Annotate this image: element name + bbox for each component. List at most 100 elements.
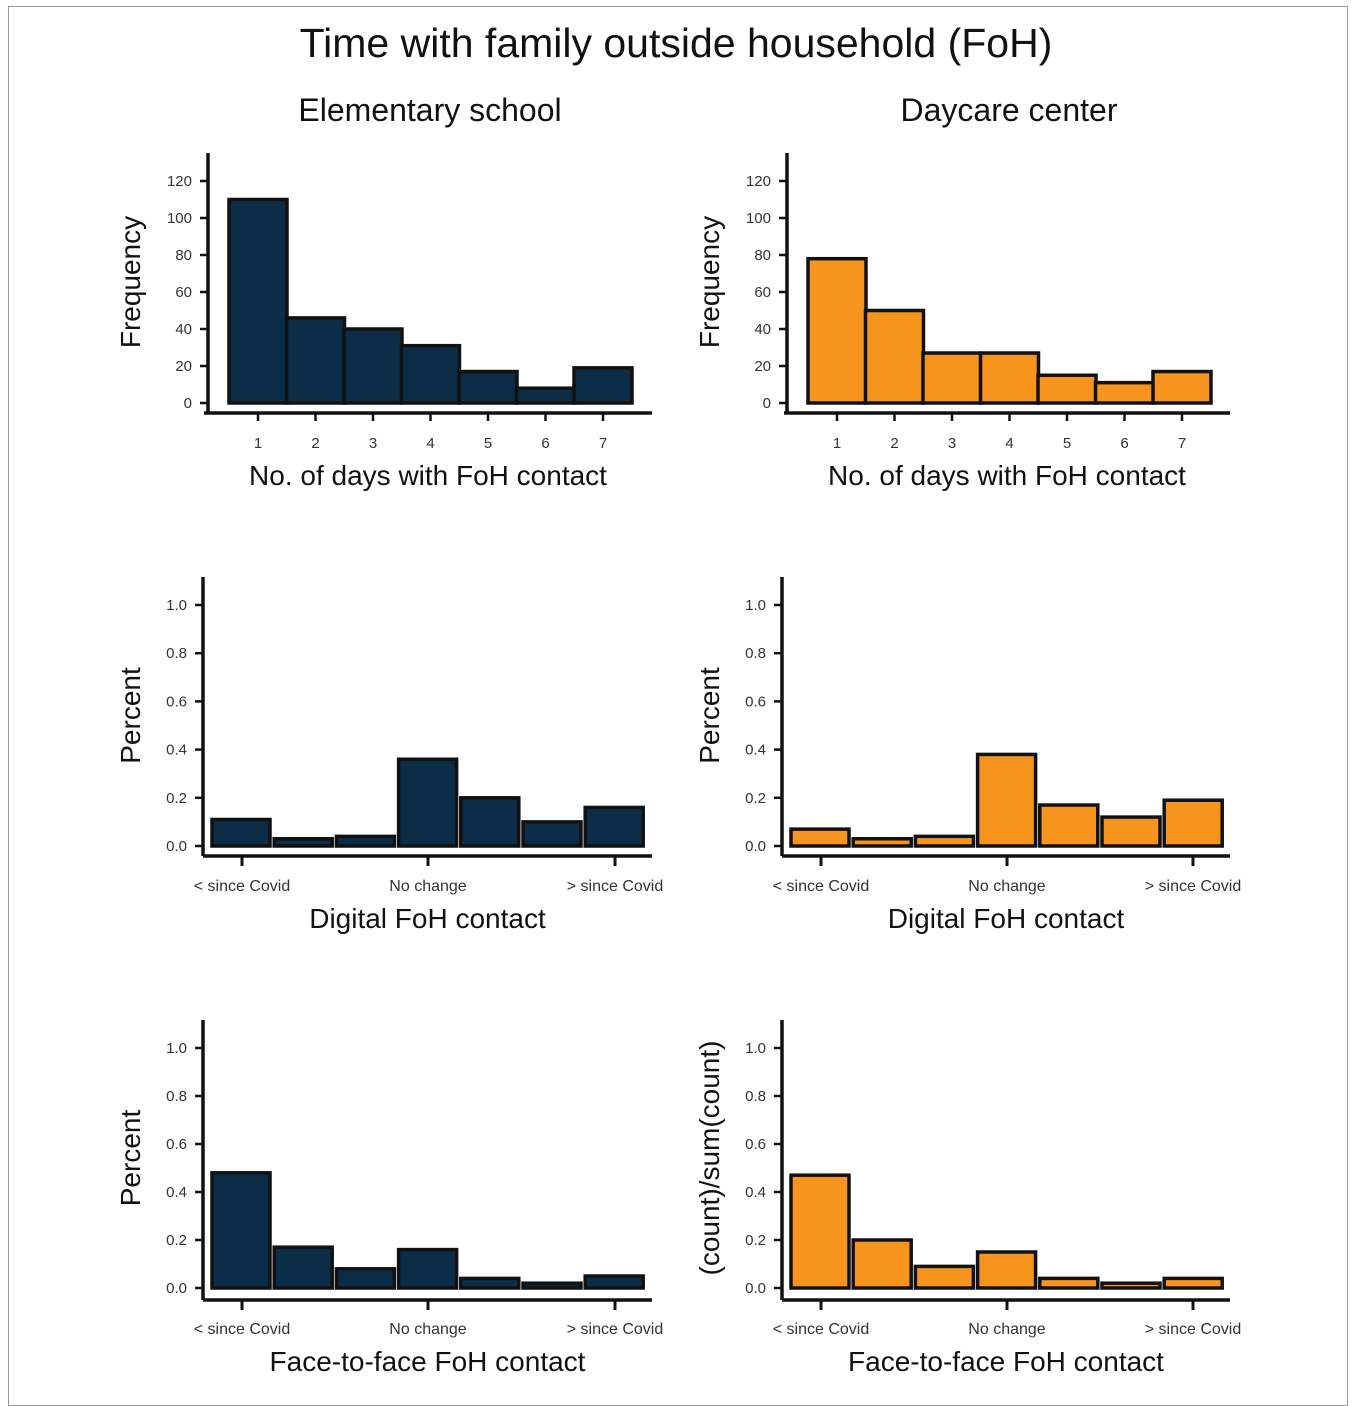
bar — [227, 197, 289, 405]
bar — [334, 834, 397, 848]
bar — [1036, 373, 1098, 405]
x-tick-label: No change — [968, 878, 1045, 895]
y-tick-label: 20 — [754, 358, 771, 375]
panel-face-daycare: 0.0 0.2 0.4 0.6 0.8 1.0 < since Covid No change… — [694, 1020, 1241, 1377]
panel-digital-elementary: 0.0 0.2 0.4 0.6 0.8 1.0 < since Covid No change… — [115, 577, 663, 934]
x-axis-title: No. of days with FoH contact — [828, 460, 1186, 491]
x-axis-title: Face-to-face FoH contact — [270, 1346, 586, 1377]
x-tick-label: 6 — [1120, 435, 1128, 452]
y-tick-label: 0.8 — [745, 645, 766, 662]
x-axis-title: Digital FoH contact — [309, 903, 546, 934]
y-tick-label: 0.2 — [745, 790, 766, 807]
bar — [210, 817, 272, 848]
y-axis-title: Frequency — [115, 216, 146, 348]
x-axis-title: No. of days with FoH contact — [249, 460, 607, 491]
x-tick-label: 3 — [948, 435, 956, 452]
x-axis-title: Digital FoH contact — [888, 903, 1125, 934]
bar — [583, 805, 645, 848]
y-tick-label: 40 — [175, 321, 192, 338]
x-tick-label: > since Covid — [1145, 1321, 1242, 1338]
bar — [521, 1281, 583, 1290]
x-tick-label: No change — [389, 878, 466, 895]
panel-days-elementary: 0 20 40 60 80 100 120 1 2 3 4 5 6 7 No. of days with F… — [115, 153, 652, 491]
column-title-daycare: Daycare center — [901, 92, 1118, 128]
panel-digital-daycare: 0.0 0.2 0.4 0.6 0.8 1.0 < since Covid No change… — [694, 577, 1241, 934]
y-axis-title: Frequency — [694, 216, 725, 348]
y-axis-title: Percent — [115, 1110, 146, 1207]
bar — [1151, 369, 1213, 405]
y-tick-label: 60 — [754, 284, 771, 301]
x-tick-label: 4 — [426, 435, 434, 452]
y-tick-label: 0.2 — [166, 1232, 187, 1249]
y-axis-title: (count)/sum(count) — [694, 1041, 725, 1276]
y-axis-title: Percent — [694, 667, 725, 764]
y-tick-label: 0.4 — [745, 1184, 766, 1201]
x-tick-label: 5 — [1063, 435, 1071, 452]
bar — [1038, 1276, 1100, 1290]
y-tick-label: 1.0 — [166, 1040, 187, 1057]
y-tick-label: 40 — [754, 321, 771, 338]
bar — [334, 1267, 397, 1290]
bar — [1162, 798, 1224, 848]
figure-title: Time with family outside household (FoH) — [300, 20, 1053, 66]
panel-face-elementary: 0.0 0.2 0.4 0.6 0.8 1.0 < since Covid No change… — [115, 1020, 663, 1377]
bar — [1038, 803, 1100, 848]
y-tick-label: 0.0 — [745, 1280, 766, 1297]
y-tick-label: 120 — [167, 173, 192, 190]
y-tick-label: 0.6 — [745, 1136, 766, 1153]
x-tick-label: < since Covid — [773, 1321, 870, 1338]
bar — [459, 796, 521, 848]
y-tick-label: 0.6 — [745, 693, 766, 710]
bar — [975, 1250, 1038, 1290]
bar — [572, 366, 634, 405]
y-tick-label: 0 — [763, 395, 771, 412]
bar — [1100, 815, 1162, 848]
bar — [272, 837, 334, 848]
x-tick-label: 2 — [890, 435, 898, 452]
bar — [913, 834, 976, 848]
y-tick-label: 0.6 — [166, 693, 187, 710]
x-tick-label: No change — [968, 1321, 1045, 1338]
x-axis-title: Face-to-face FoH contact — [848, 1346, 1164, 1377]
y-tick-label: 20 — [175, 358, 192, 375]
y-tick-label: 0.8 — [745, 1088, 766, 1105]
x-tick-label: > since Covid — [1145, 878, 1242, 895]
bar — [851, 1238, 913, 1290]
bar — [583, 1274, 645, 1290]
x-tick-label: 2 — [311, 435, 319, 452]
y-tick-label: 0.4 — [166, 742, 187, 759]
bar — [789, 1173, 851, 1290]
bar — [284, 316, 347, 405]
y-tick-label: 0.4 — [166, 1184, 187, 1201]
bar — [806, 256, 868, 405]
y-tick-label: 100 — [167, 210, 192, 227]
bar — [210, 1171, 272, 1290]
y-tick-label: 0.0 — [166, 838, 187, 855]
x-tick-label: 1 — [254, 435, 262, 452]
y-tick-label: 0.8 — [166, 645, 187, 662]
y-axis-title: Percent — [115, 667, 146, 764]
bar — [975, 752, 1038, 848]
y-tick-label: 100 — [746, 210, 771, 227]
bar — [457, 369, 519, 405]
y-tick-label: 0.6 — [166, 1136, 187, 1153]
bar — [1100, 1281, 1162, 1290]
bar — [978, 351, 1041, 405]
y-tick-label: 0.2 — [166, 790, 187, 807]
y-tick-label: 120 — [746, 173, 771, 190]
bar — [459, 1276, 521, 1290]
bar — [396, 1247, 459, 1290]
y-tick-label: 0.0 — [745, 838, 766, 855]
bar — [342, 327, 404, 405]
bar — [399, 343, 462, 405]
y-tick-label: 1.0 — [745, 597, 766, 614]
bar — [272, 1245, 334, 1290]
y-tick-label: 0.0 — [166, 1280, 187, 1297]
x-tick-label: > since Covid — [567, 878, 664, 895]
x-tick-label: < since Covid — [773, 878, 870, 895]
bar — [396, 757, 459, 848]
bar — [1162, 1276, 1224, 1290]
